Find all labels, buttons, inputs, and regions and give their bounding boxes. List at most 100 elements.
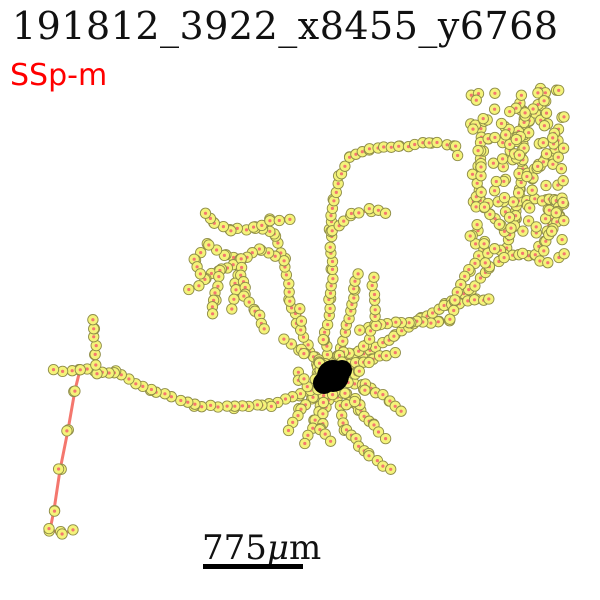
neuron-node-core bbox=[95, 372, 99, 376]
neuron-node-core bbox=[562, 115, 566, 119]
neuron-node-core bbox=[476, 149, 480, 153]
neuron-node-core bbox=[229, 229, 233, 233]
neuron-node-core bbox=[268, 229, 272, 233]
neuron-node-core bbox=[505, 246, 509, 250]
neuron-node-core bbox=[474, 98, 478, 102]
neuron-node-core bbox=[475, 181, 479, 185]
neuron-node-core bbox=[508, 110, 512, 114]
neuron-node-core bbox=[389, 145, 393, 149]
neuron-node-core bbox=[527, 131, 531, 135]
neuron-node-core bbox=[276, 241, 280, 245]
neuron-node-core bbox=[486, 137, 490, 141]
neuron-node-core bbox=[389, 467, 393, 471]
neuron-node-core bbox=[343, 330, 347, 334]
neuron-node-core bbox=[354, 152, 358, 156]
neuron-nodes bbox=[43, 82, 570, 540]
neuron-node-core bbox=[482, 242, 486, 246]
neuron-node-core bbox=[473, 261, 477, 265]
neuron-node-core bbox=[477, 254, 481, 258]
neuron-node-core bbox=[94, 344, 98, 348]
neuron-node-core bbox=[362, 414, 366, 418]
neuron-node-core bbox=[376, 208, 380, 212]
soma-lobe bbox=[313, 372, 335, 394]
neuron-node-core bbox=[501, 165, 505, 169]
neuron-node-core bbox=[381, 393, 385, 397]
neuron-node-core bbox=[550, 229, 554, 233]
neuron-node-core bbox=[474, 205, 478, 209]
neuron-node-core bbox=[381, 464, 385, 468]
neuron-node-core bbox=[519, 93, 524, 97]
neuron-node-core bbox=[542, 124, 547, 128]
neuron-node-core bbox=[467, 268, 471, 272]
neuron-node-core bbox=[347, 317, 351, 321]
neuron-node-core bbox=[436, 320, 440, 324]
neuron-node-core bbox=[453, 298, 457, 302]
neuron-node-core bbox=[357, 369, 361, 373]
neuron-node-core bbox=[385, 322, 389, 326]
neuron-node-core bbox=[197, 284, 201, 288]
neuron-node-core bbox=[475, 223, 479, 227]
neuron-node-core bbox=[511, 200, 515, 204]
neuron-node-core bbox=[328, 306, 332, 311]
neuron-node-core bbox=[52, 509, 57, 513]
neuron-node-core bbox=[313, 418, 317, 422]
neuron-node-core bbox=[277, 218, 281, 223]
neuron-node-core bbox=[262, 327, 266, 331]
neuron-node-core bbox=[349, 309, 353, 313]
neuron-node-core bbox=[92, 335, 96, 339]
neuron-node-core bbox=[357, 444, 361, 448]
neuron-node-core bbox=[455, 290, 459, 294]
neuron-node-core bbox=[370, 283, 374, 288]
neuron-node-core bbox=[240, 404, 245, 408]
neuron-node-core bbox=[331, 277, 335, 281]
neuron-node-core bbox=[469, 93, 473, 97]
neuron-node-core bbox=[399, 409, 403, 413]
neuron-node-core bbox=[330, 259, 335, 264]
neuron-node-core bbox=[252, 225, 256, 229]
neuron-node-core bbox=[51, 368, 56, 372]
neuron-node-core bbox=[232, 255, 236, 260]
neuron-node-core bbox=[481, 117, 485, 121]
neuron-id-title: 191812_3922_x8455_y6768 bbox=[12, 4, 559, 48]
neuron-node-core bbox=[342, 219, 346, 223]
neuron-node-core bbox=[491, 161, 495, 165]
neuron-node-core bbox=[479, 190, 483, 194]
scale-bar bbox=[203, 564, 303, 569]
neuron-node-core bbox=[299, 407, 303, 411]
neuron-node-core bbox=[222, 253, 226, 257]
neuron-node-core bbox=[392, 334, 396, 338]
neuron-node-core bbox=[306, 433, 310, 437]
neuron-node-core bbox=[448, 317, 452, 321]
neuron-node-core bbox=[302, 377, 306, 381]
neuron-node-core bbox=[561, 200, 565, 205]
neuron-node-core bbox=[260, 223, 264, 227]
neuron-node-core bbox=[203, 211, 208, 215]
neuron-node-core bbox=[494, 179, 498, 184]
neuron-node-core bbox=[353, 382, 357, 386]
neuron-node-core bbox=[502, 179, 506, 183]
neuron-node-core bbox=[242, 294, 246, 298]
neuron-node-core bbox=[400, 329, 404, 333]
neuron-node-core bbox=[542, 249, 546, 253]
neuron-node-core bbox=[149, 387, 153, 392]
neuron-node-core bbox=[388, 399, 392, 403]
neuron-node-core bbox=[212, 298, 216, 302]
neuron-node-core bbox=[276, 400, 280, 405]
neuron-node-core bbox=[517, 153, 522, 157]
neuron-node-core bbox=[323, 432, 327, 436]
neuron-node-core bbox=[508, 142, 512, 146]
neuron-node-core bbox=[217, 275, 221, 279]
neuron-node-core bbox=[517, 191, 521, 195]
neuron-node-core bbox=[354, 437, 358, 441]
neuron-node-core bbox=[329, 439, 333, 443]
neuron-node-core bbox=[339, 172, 344, 176]
neuron-node-core bbox=[235, 226, 239, 230]
neuron-node-core bbox=[493, 135, 497, 140]
scale-bar-label: 775μm bbox=[202, 528, 322, 568]
neuron-node-core bbox=[326, 323, 330, 327]
neuron-node-core bbox=[216, 284, 220, 288]
neuron-node-core bbox=[497, 222, 501, 226]
neuron-node-core bbox=[507, 215, 512, 219]
neuron-node-core bbox=[479, 165, 483, 169]
neuron-node-core bbox=[521, 229, 525, 233]
